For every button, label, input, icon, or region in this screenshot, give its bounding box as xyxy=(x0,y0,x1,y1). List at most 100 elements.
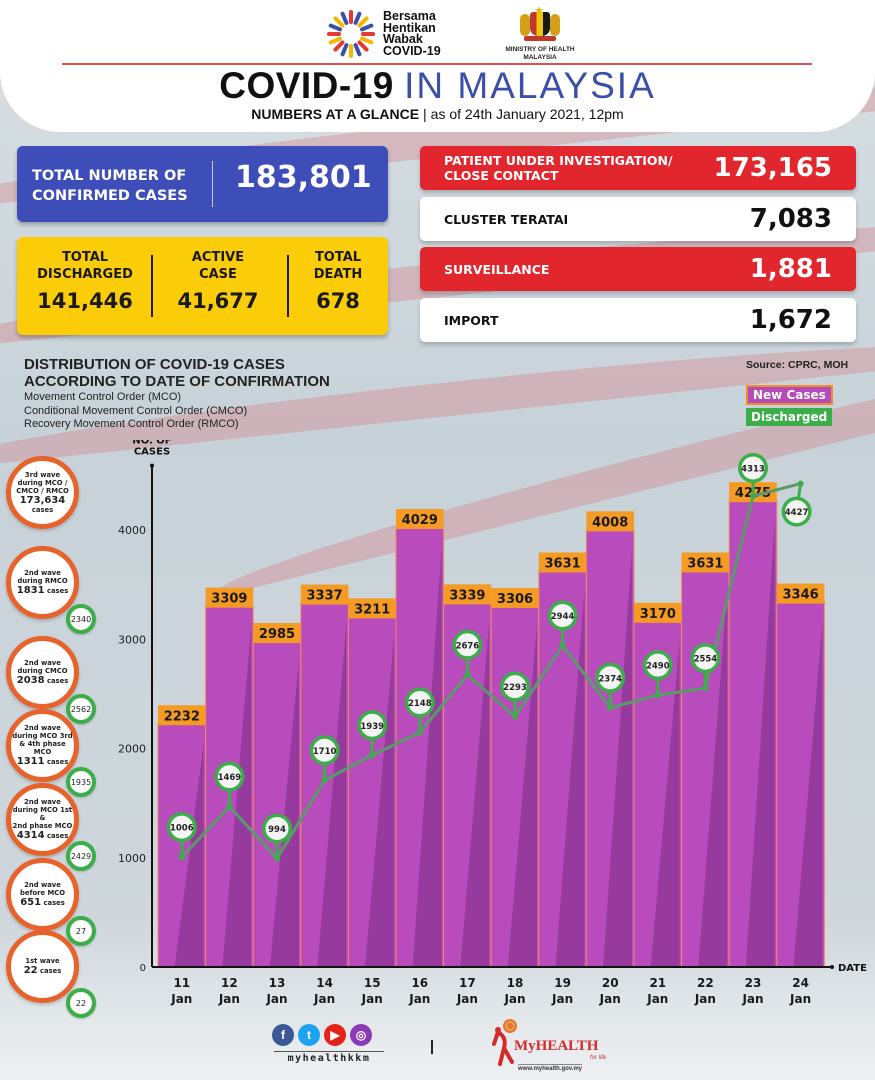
bar-shade xyxy=(507,625,537,967)
x-tick-label: 11 Jan xyxy=(170,976,192,1006)
bar-label-box xyxy=(253,623,301,644)
discharged-point: 1939 xyxy=(357,710,388,759)
bar-11-jan: 2232 xyxy=(157,705,207,968)
bar-value-label: 3337 xyxy=(307,589,343,604)
social-links: f t ▶ ◎ xyxy=(272,1024,372,1046)
bar-label-box xyxy=(538,552,587,573)
bar-22-jan: 3631 xyxy=(681,552,730,968)
bar-value-label: 3170 xyxy=(640,607,676,622)
discharged-point: 2293 xyxy=(500,671,530,720)
bar-value-label: 3211 xyxy=(354,602,390,617)
bar-label-box xyxy=(443,584,492,605)
discharged-value-label: 994 xyxy=(268,825,286,835)
header-divider xyxy=(62,63,812,65)
divider xyxy=(212,161,213,207)
point-marker xyxy=(551,604,575,628)
discharged-value-label: 2554 xyxy=(694,655,718,665)
death-value: 678 xyxy=(316,289,360,313)
discharged-point: 2944 xyxy=(547,600,578,649)
bar-shade xyxy=(603,549,632,967)
myhealth-figure-icon xyxy=(492,1019,517,1066)
bar-label-box xyxy=(348,598,396,619)
bar-value-label: 3346 xyxy=(783,588,819,603)
wave-case-count: 22 xyxy=(23,965,38,976)
discharged-value: 141,446 xyxy=(37,289,133,313)
point-marker xyxy=(217,765,241,789)
bar-24-jan: 3346 xyxy=(776,583,825,968)
campaign-logo-text: Bersama Hentikan Wabak COVID-19 xyxy=(383,9,441,58)
social-handle[interactable]: myhealthkkm xyxy=(274,1051,384,1064)
bar-label-box xyxy=(586,511,634,532)
point-anchor xyxy=(369,752,376,759)
page-subtitle: NUMBERS AT A GLANCE | as of 24th January 2… xyxy=(251,106,624,122)
x-tick-label: 16 Jan xyxy=(408,976,430,1006)
discharged-value-label: 2293 xyxy=(503,683,527,693)
footer-divider xyxy=(431,1040,433,1054)
campaign-logo: Bersama Hentikan Wabak COVID-19 xyxy=(325,8,475,60)
bar-12-jan: 3309 xyxy=(205,587,254,968)
point-marker xyxy=(360,713,384,737)
website-url[interactable]: www.myhealth.gov.my xyxy=(518,1064,583,1072)
twitter-icon[interactable]: t xyxy=(298,1024,320,1046)
y-axis-cap xyxy=(150,463,154,468)
source-card-pui-close-contact: PATIENT UNDER INVESTIGATION/CLOSE CONTAC… xyxy=(420,146,856,190)
bar-value-label: 3631 xyxy=(545,556,581,571)
point-marker xyxy=(265,816,289,840)
bar-value-label: 3631 xyxy=(687,556,723,571)
wave-discharged-badge: 22 xyxy=(66,988,96,1018)
y-axis-label: NO. OF CASES xyxy=(132,440,171,458)
source-card-surveillance: SURVEILLANCE 1,881 xyxy=(420,247,856,291)
confirmed-cases-value: 183,801 xyxy=(235,160,372,195)
bar-shade xyxy=(365,636,394,967)
wave-discharged-badge: 27 xyxy=(66,916,96,946)
wave-case-count: 173,634 xyxy=(19,495,66,506)
discharged-point: 2148 xyxy=(404,687,435,736)
bar-shade xyxy=(555,590,585,967)
bar-shade xyxy=(222,625,252,967)
bar-13-jan: 2985 xyxy=(252,623,302,968)
point-marker xyxy=(646,653,670,677)
x-axis-cap xyxy=(830,965,834,969)
cases-chart: 2232 3309 2985 3337 3211 4029 3339 3306 3631 4008… xyxy=(118,440,867,1006)
bar-value-label: 3309 xyxy=(211,592,247,607)
instagram-icon[interactable]: ◎ xyxy=(350,1024,372,1046)
wave-bubble: 3rd wave during MCO / CMCO / RMCO 173,634 ca… xyxy=(6,456,79,529)
wave-case-count: 651 xyxy=(20,897,42,908)
wave-bubble: 1st wave 22 cases xyxy=(6,930,79,1003)
x-tick-label: 12 Jan xyxy=(218,976,240,1006)
discharged-point: 4313 xyxy=(738,453,768,500)
facebook-icon[interactable]: f xyxy=(272,1024,294,1046)
source-card-cluster-teratai: CLUSTER TERATAI 7,083 xyxy=(420,197,856,241)
myhealth-logo[interactable]: MyHEALTH for life www.myhealth.gov.my xyxy=(490,1018,610,1078)
discharged-value-label: 2148 xyxy=(408,699,432,709)
point-anchor xyxy=(274,855,280,862)
bar-label-box xyxy=(396,509,444,530)
bar-label-box xyxy=(491,587,539,608)
discharged-value-label: 1006 xyxy=(170,824,194,834)
discharged-point: 1006 xyxy=(166,812,197,861)
discharged-value-label: 1469 xyxy=(218,773,242,783)
x-tick-label: 21 Jan xyxy=(646,976,668,1006)
y-tick-label: 0 xyxy=(140,963,146,974)
point-anchor xyxy=(178,854,185,861)
point-marker xyxy=(313,738,337,762)
youtube-icon[interactable]: ▶ xyxy=(324,1024,346,1046)
wave-case-count: 1311 xyxy=(16,756,45,767)
y-tick-label: 2000 xyxy=(118,743,146,756)
x-tick-label: 22 Jan xyxy=(694,976,716,1006)
point-anchor xyxy=(797,480,804,487)
y-tick-label: 1000 xyxy=(118,852,146,865)
x-tick-label: 20 Jan xyxy=(599,976,621,1006)
x-tick-label: 15 Jan xyxy=(361,976,383,1006)
x-tick-label: 14 Jan xyxy=(313,976,335,1006)
discharged-line xyxy=(180,482,801,861)
bar-value-label: 2985 xyxy=(259,627,295,642)
bar-shade xyxy=(317,622,347,967)
confirmed-cases-label: TOTAL NUMBER OF CONFIRMED CASES xyxy=(32,168,188,204)
bar-value-label: 3339 xyxy=(449,588,485,603)
bar-value-label: 4029 xyxy=(402,513,438,528)
wave-bubble: 2nd wave before MCO 651 cases xyxy=(6,858,79,931)
wave-bubble: 2nd wave during MCO 1st & 2nd phase MCO 431… xyxy=(6,783,79,856)
bar-shade xyxy=(460,622,490,967)
bar-shade xyxy=(269,661,299,967)
